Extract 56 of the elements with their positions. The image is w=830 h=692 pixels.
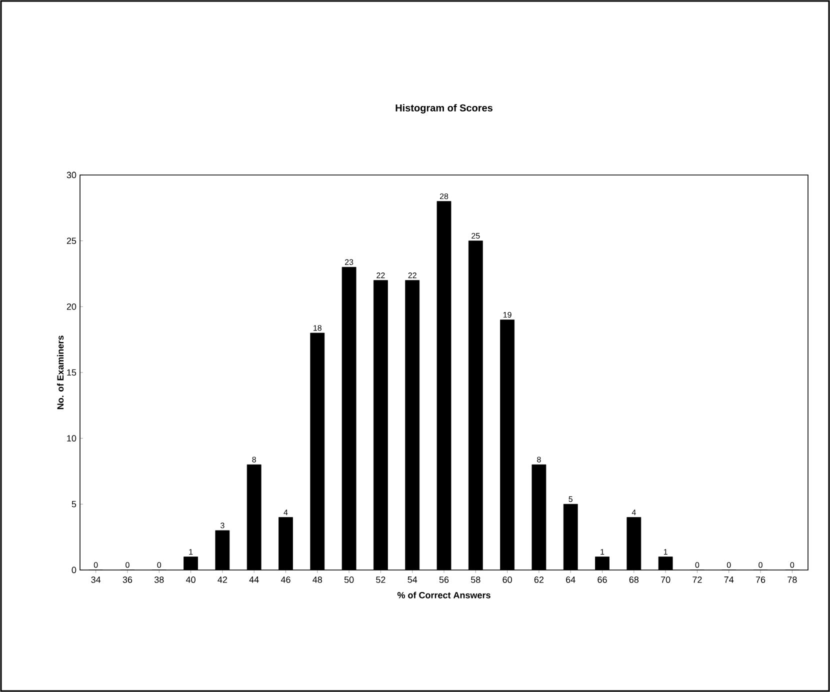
data-label: 0 [726,562,731,568]
data-label: 8 [537,456,541,462]
x-tick-label: 44 [249,576,259,583]
x-axis-title: % of Correct Answers [397,592,490,598]
data-label: 22 [376,272,385,278]
x-tick-label: 74 [724,576,734,583]
x-tick-label: 72 [692,576,702,583]
y-tick-label: 30 [66,172,76,178]
x-tick-label: 54 [408,576,418,583]
x-tick-label: 48 [312,576,322,583]
y-tick-label: 20 [66,303,76,310]
x-tick-label: 76 [756,576,766,583]
x-tick-label: 34 [91,576,101,583]
data-label: 0 [758,562,762,568]
x-tick-label: 64 [566,576,576,583]
x-tick-label: 58 [471,576,480,583]
x-tick-label: 52 [376,576,386,583]
data-label: 0 [94,562,98,568]
data-label: 18 [314,325,322,331]
x-tick-label: 78 [788,576,797,583]
data-label: 0 [126,562,130,568]
y-tick-label: 0 [72,566,76,574]
x-tick-label: 60 [502,576,512,583]
x-tick-label: 46 [280,576,290,583]
y-tick-label: 5 [72,501,76,508]
data-label: 4 [284,510,288,516]
x-tick-label: 70 [661,576,670,583]
y-tick-label: 10 [67,435,76,442]
data-label: 4 [632,510,636,516]
x-tick-label: 66 [598,576,607,583]
y-tick-label: 25 [66,238,76,244]
x-tick-label: 68 [629,576,639,583]
data-label: 1 [664,549,668,555]
data-label: 0 [790,562,794,568]
x-tick-label: 62 [534,576,544,583]
data-label: 8 [252,456,256,462]
data-label: 25 [472,232,480,239]
x-tick-label: 42 [218,576,227,583]
x-tick-label: 40 [186,576,196,583]
data-label: 19 [503,312,512,318]
data-label: 0 [695,562,700,568]
y-axis-title: No. of Examiners [56,336,64,410]
x-tick-label: 38 [154,576,164,583]
data-label: 1 [600,549,604,555]
x-tick-label: 50 [344,576,354,583]
data-label: 1 [189,549,193,555]
data-label: 23 [345,259,354,265]
data-label: 28 [440,193,448,200]
x-tick-label: 36 [122,576,132,583]
data-label: 5 [568,496,572,502]
data-label: 22 [408,272,416,278]
y-tick-label: 15 [67,369,76,376]
data-label: 0 [157,562,162,568]
chart-title: Histogram of Scores [396,104,492,114]
x-tick-label: 56 [439,576,449,583]
data-label: 3 [220,522,224,528]
